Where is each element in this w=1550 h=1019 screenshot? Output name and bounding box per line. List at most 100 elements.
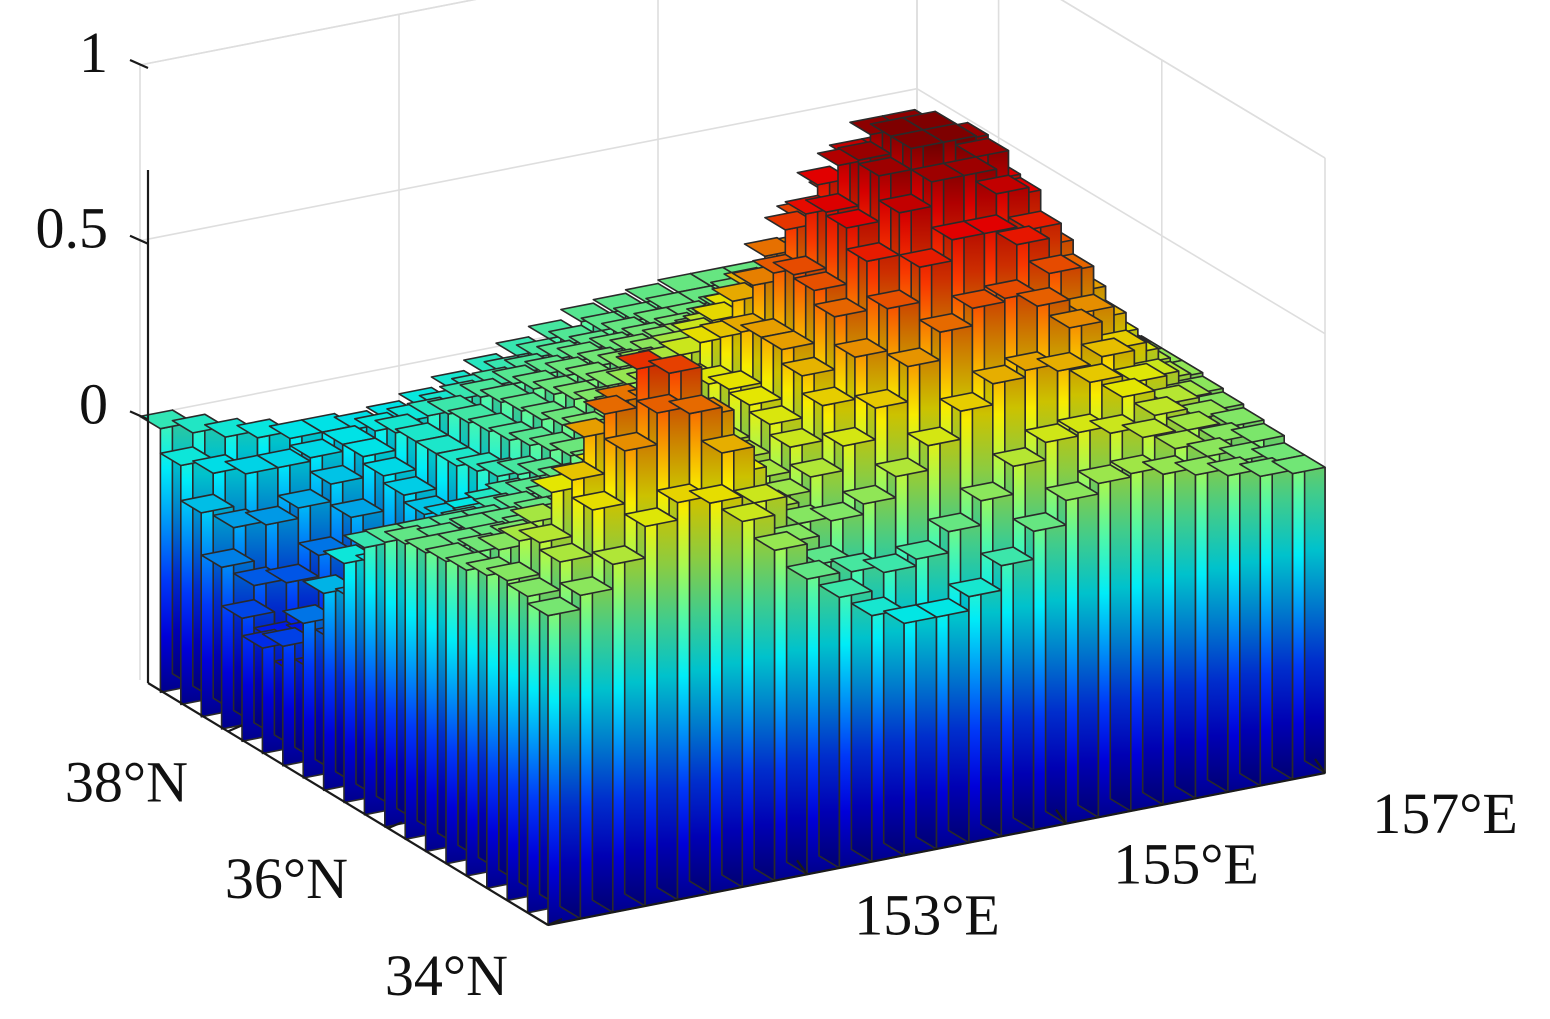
lon-axis-tick — [1314, 758, 1326, 774]
bar-face-top — [583, 394, 638, 415]
bar-face-right — [753, 502, 776, 882]
bar — [818, 577, 873, 869]
bar-face-top — [971, 364, 1026, 385]
bar-face-top — [506, 577, 561, 598]
lon-tick-label: 157°E — [1372, 781, 1518, 846]
bar-face-top — [813, 297, 868, 318]
bar-face-top — [1048, 308, 1103, 329]
bar-face-right — [947, 597, 970, 844]
bar-face-top — [963, 214, 1018, 235]
bar-face-top — [845, 241, 901, 263]
bar-face-top — [1174, 455, 1229, 476]
bar-face-top — [878, 193, 933, 214]
bar-face-right — [1141, 454, 1164, 806]
bar-face-top — [550, 460, 606, 482]
bar — [1206, 456, 1262, 793]
bar-face-top — [707, 369, 763, 391]
bar-face-right — [785, 530, 808, 876]
bar-face-top — [842, 484, 897, 505]
bar-face-top — [922, 122, 977, 143]
lat-tick-label: 34°N — [385, 943, 508, 1008]
bar-face-top — [772, 255, 827, 276]
bar-face-top — [809, 501, 865, 522]
bar-face-top — [668, 394, 723, 415]
bar-face-top — [959, 481, 1015, 502]
bar-face-top — [862, 553, 917, 574]
bar-face-top — [656, 483, 711, 504]
bar-face-top — [1109, 454, 1164, 475]
bar-face-right — [1303, 454, 1326, 774]
bar — [1271, 454, 1326, 781]
bar-face-top — [789, 457, 844, 478]
z-tick-label: 1 — [79, 20, 108, 85]
bar — [1141, 454, 1197, 806]
bar-face-top — [256, 448, 312, 469]
bar-face-top — [309, 464, 364, 485]
bar-face-top — [918, 312, 974, 334]
bar-face-top — [939, 391, 994, 413]
bar-face-top — [1044, 480, 1100, 502]
lat-tick-label: 36°N — [225, 846, 348, 911]
bar-face-right — [1206, 455, 1229, 793]
bar-face-top — [1007, 210, 1062, 231]
bar-face-top — [898, 247, 953, 269]
bar-face-right — [1077, 480, 1100, 819]
bar-face-top — [886, 347, 941, 368]
bar-face-top — [1113, 362, 1168, 383]
gridline-top-right — [1060, 0, 1326, 159]
bar-face-top — [760, 330, 815, 351]
bar — [688, 483, 744, 895]
bar-face-top — [818, 577, 873, 599]
bar-face-top — [942, 156, 998, 177]
gridline-back-horizontal — [139, 0, 477, 66]
bar-face-top — [951, 288, 1006, 310]
bar-face-top — [200, 547, 255, 569]
bar-face-top — [1133, 395, 1188, 417]
bar-face-top — [954, 137, 1010, 158]
bar-face-top — [1056, 413, 1112, 434]
bar-face-top — [894, 539, 950, 560]
bar-face-top — [915, 597, 970, 618]
bar-face-right — [980, 577, 1003, 838]
bar-face-right — [1044, 511, 1067, 825]
bar-face-top — [700, 433, 756, 454]
bar-face-top — [785, 559, 841, 580]
bar-face-right — [1174, 454, 1197, 800]
bar-face-right — [688, 483, 711, 895]
bar-face-top — [341, 437, 397, 458]
bar-face-top — [688, 483, 744, 505]
axes — [129, 58, 1326, 927]
bar-face-top — [980, 546, 1035, 567]
bar-face-top — [874, 457, 929, 478]
bar-face-top — [559, 575, 614, 597]
bar-face-top — [721, 502, 776, 523]
bar-face-top — [204, 417, 259, 438]
bar-face-top — [830, 552, 885, 573]
gridline-top-back — [139, 0, 477, 66]
bar-face-top — [591, 544, 646, 566]
bar — [1044, 480, 1100, 825]
bar-face-top — [854, 388, 909, 409]
bar-face-top — [277, 488, 332, 509]
bar-face-top — [1271, 454, 1326, 475]
bar-face-top — [485, 561, 541, 582]
gridline-back-horizontal — [139, 87, 918, 242]
bar — [915, 597, 970, 850]
bar-face-top — [927, 512, 982, 533]
bar-face-top — [753, 530, 808, 552]
bar-face-top — [975, 174, 1030, 195]
bar-face-top — [825, 208, 880, 229]
bar-face-top — [1012, 511, 1067, 533]
bar-face-top — [635, 393, 691, 414]
bar-face-right — [656, 507, 679, 901]
lon-tick-label: 153°E — [854, 882, 1000, 947]
lon-axis — [547, 771, 1326, 927]
bar-face-top — [1003, 350, 1059, 372]
bar — [1012, 511, 1067, 831]
bar-face-top — [768, 427, 824, 449]
bar-face-right — [915, 603, 938, 850]
bar-face-top — [1028, 254, 1083, 275]
bar-face-top — [1077, 464, 1132, 485]
bar — [526, 596, 582, 926]
